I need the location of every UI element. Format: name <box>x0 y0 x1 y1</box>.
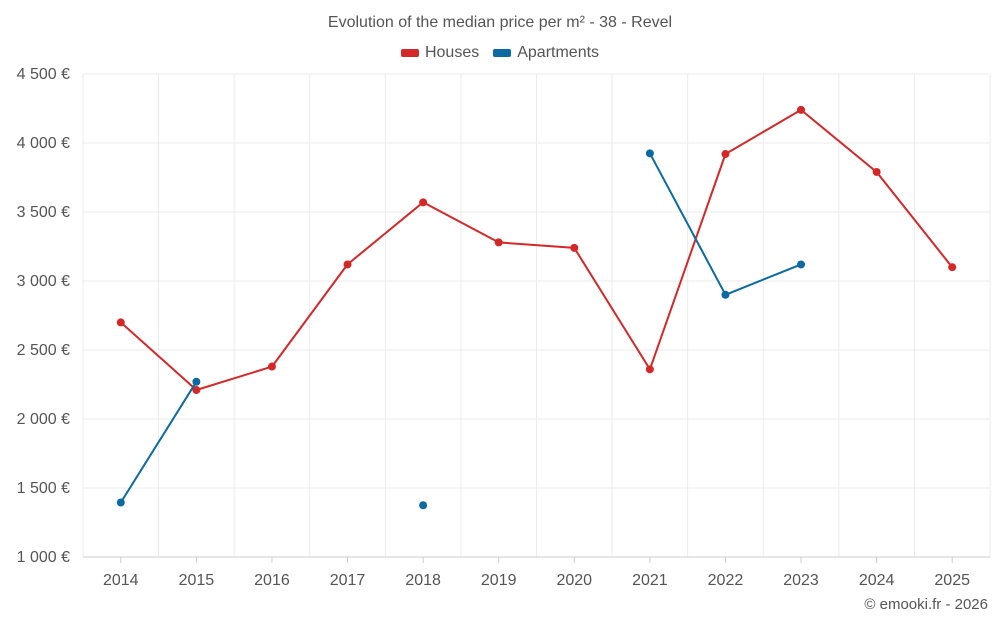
y-tick-label: 3 000 € <box>17 273 70 290</box>
series-line-apartments <box>649 152 802 296</box>
y-tick-label: 3 500 € <box>17 204 70 221</box>
data-point-houses <box>494 238 503 247</box>
x-tick-label: 2025 <box>934 572 970 589</box>
x-tick-label: 2024 <box>859 572 895 589</box>
data-point-houses <box>872 167 881 176</box>
data-point-houses <box>570 243 579 252</box>
legend-label-apartments: Apartments <box>517 44 600 61</box>
series-line-houses <box>120 108 953 391</box>
x-tick-label: 2019 <box>481 572 517 589</box>
data-point-houses <box>343 260 352 269</box>
data-point-apartments <box>116 498 125 507</box>
data-point-apartments <box>645 149 654 158</box>
x-tick-label: 2017 <box>330 572 366 589</box>
series-line-apartments <box>119 381 198 504</box>
data-point-apartments <box>192 377 201 386</box>
data-point-apartments <box>419 501 428 510</box>
y-tick-label: 2 000 € <box>17 411 70 428</box>
legend-swatch-apartments <box>493 49 512 57</box>
data-point-apartments <box>721 290 730 299</box>
chart-title: Evolution of the median price per m² - 3… <box>327 14 673 31</box>
y-tick-label: 4 500 € <box>17 66 70 83</box>
data-point-houses <box>721 150 730 159</box>
data-point-houses <box>797 105 806 114</box>
y-tick-label: 2 500 € <box>17 342 70 359</box>
data-point-houses <box>192 386 201 395</box>
data-point-houses <box>948 263 957 272</box>
legend-item-apartments[interactable]: Apartments <box>493 44 599 62</box>
x-tick-label: 2021 <box>632 572 668 589</box>
credit-text: © emooki.fr - 2026 <box>864 596 988 613</box>
x-tick-label: 2022 <box>708 572 744 589</box>
data-point-houses <box>419 198 428 207</box>
y-tick-label: 1 000 € <box>17 549 70 566</box>
y-tick-label: 4 000 € <box>17 135 70 152</box>
x-tick-label: 2015 <box>179 572 215 589</box>
legend: Houses Apartments <box>0 44 1000 62</box>
data-point-houses <box>645 365 654 374</box>
data-point-houses <box>116 318 125 327</box>
legend-item-houses[interactable]: Houses <box>400 44 480 62</box>
legend-label-houses: Houses <box>424 44 480 61</box>
x-tick-label: 2016 <box>254 572 290 589</box>
x-tick-label: 2020 <box>556 572 592 589</box>
x-tick-label: 2018 <box>405 572 441 589</box>
y-tick-label: 1 500 € <box>17 480 70 497</box>
x-tick-label: 2014 <box>103 572 139 589</box>
data-point-houses <box>267 362 276 371</box>
x-tick-label: 2023 <box>783 572 819 589</box>
data-point-apartments <box>797 260 806 269</box>
legend-swatch-houses <box>400 49 419 57</box>
